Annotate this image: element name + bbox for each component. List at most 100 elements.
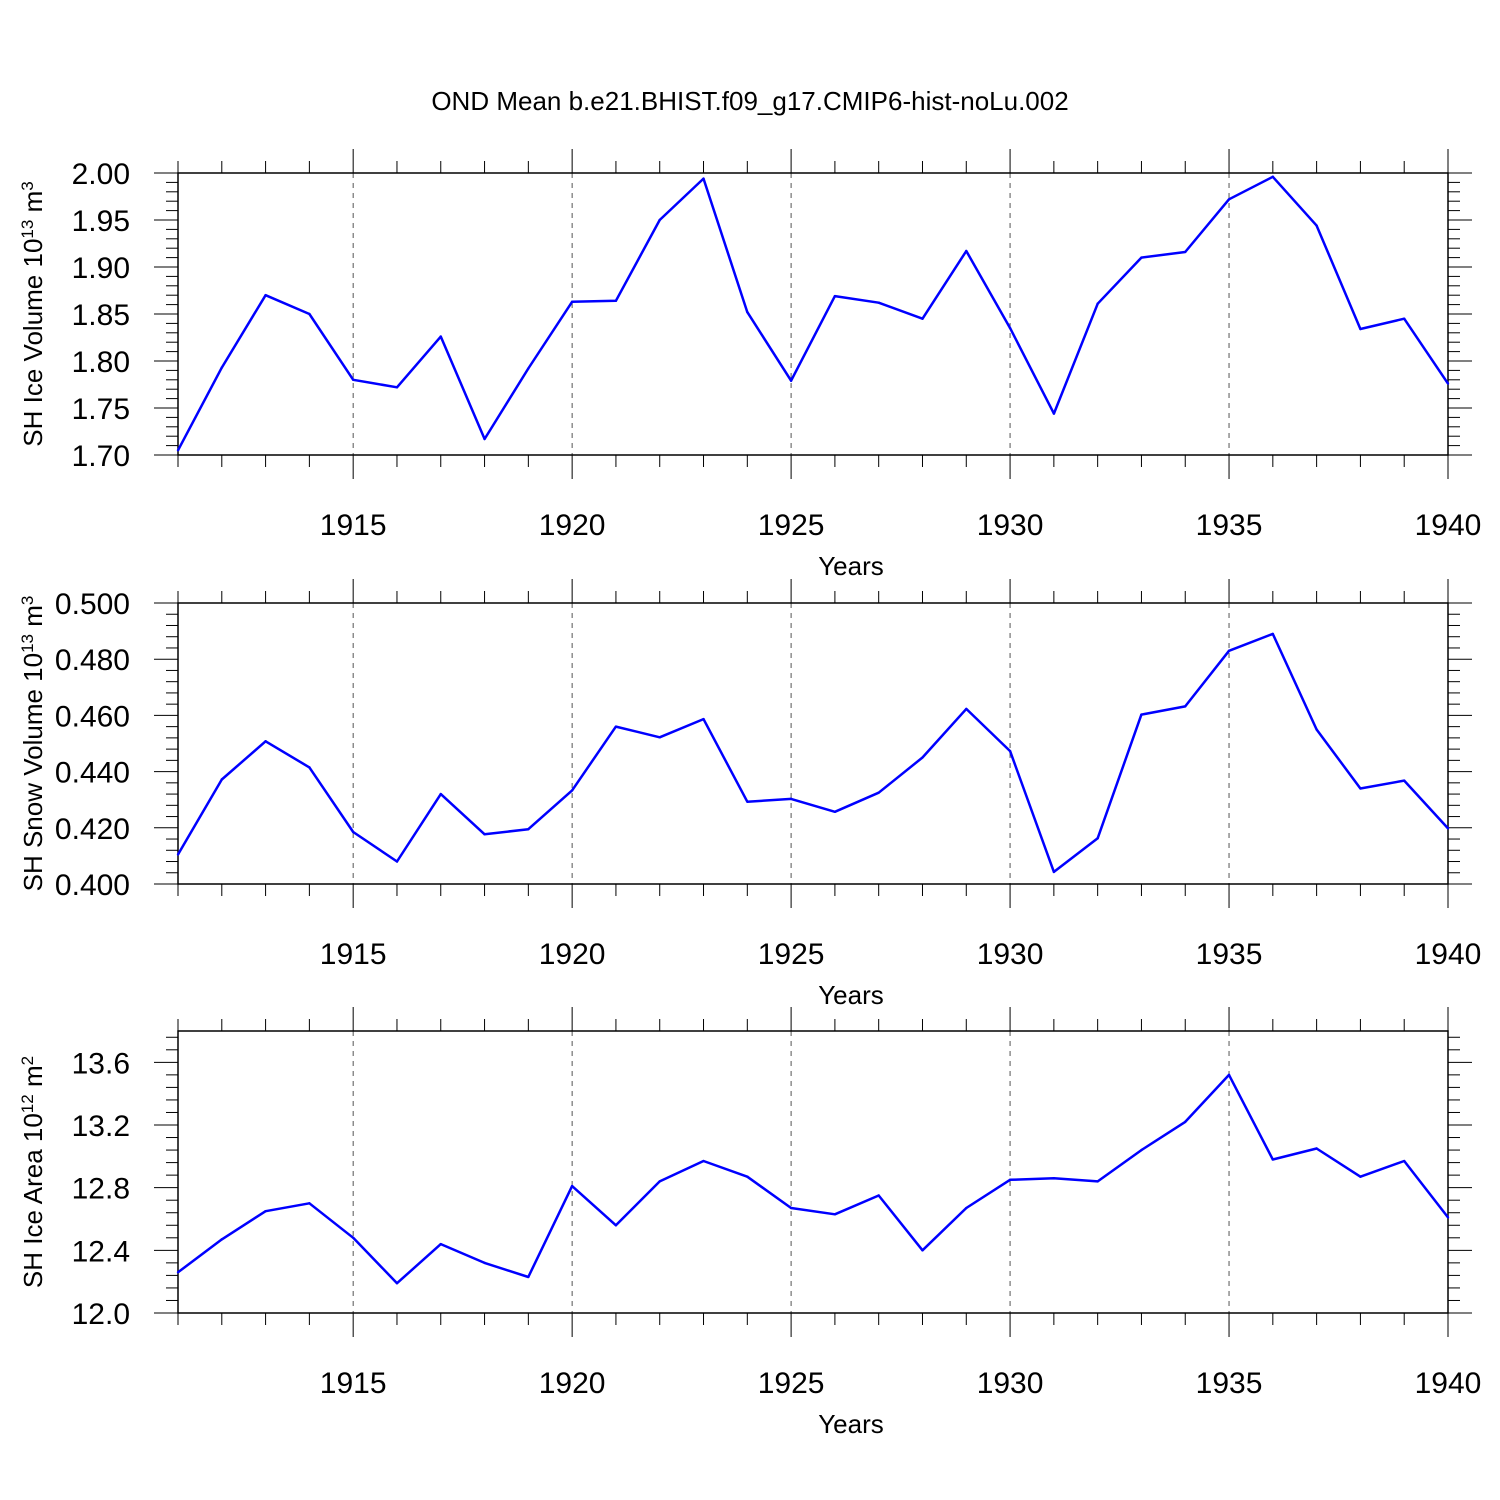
plot-frame bbox=[177, 602, 1449, 885]
data-point bbox=[220, 1238, 223, 1241]
data-point bbox=[1184, 1120, 1187, 1124]
data-point bbox=[570, 300, 574, 303]
data-point bbox=[877, 301, 880, 304]
data-point bbox=[570, 789, 574, 792]
data-point bbox=[395, 1282, 399, 1285]
y-axis-label-superscript: 13 bbox=[18, 634, 37, 653]
data-point bbox=[1184, 250, 1187, 254]
data-point bbox=[877, 791, 880, 794]
data-point bbox=[789, 379, 793, 382]
data-point bbox=[1271, 632, 1275, 636]
y-axis-label-superscript: 3 bbox=[18, 596, 37, 605]
y-tick-label: 1.90 bbox=[72, 252, 130, 285]
y-axis-label-part: SH Ice Area 10 bbox=[18, 1113, 48, 1288]
x-tick-label: 1915 bbox=[320, 938, 387, 971]
data-point bbox=[483, 437, 486, 441]
data-point bbox=[1315, 224, 1318, 227]
data-point bbox=[1052, 412, 1056, 415]
y-axis-label: SH Ice Volume 1013 m3 bbox=[18, 181, 49, 446]
plot-frame bbox=[177, 172, 1449, 456]
y-tick-label: 12.0 bbox=[72, 1298, 130, 1331]
y-tick-label: 0.500 bbox=[55, 588, 130, 621]
data-point bbox=[614, 299, 618, 303]
x-tick-label: 1925 bbox=[758, 1367, 825, 1400]
data-point bbox=[658, 736, 661, 739]
data-point bbox=[264, 294, 267, 297]
x-axis-label: Years bbox=[818, 980, 884, 1010]
data-point bbox=[1096, 836, 1099, 840]
data-point bbox=[308, 312, 311, 316]
y-tick-label: 1.80 bbox=[72, 346, 130, 379]
y-tick-label: 13.2 bbox=[72, 1110, 130, 1143]
data-point bbox=[1446, 382, 1450, 385]
data-point bbox=[439, 1242, 442, 1246]
data-point bbox=[833, 294, 837, 298]
data-point bbox=[1140, 256, 1143, 259]
data-point bbox=[1184, 705, 1187, 708]
x-tick-label: 1920 bbox=[539, 509, 606, 542]
x-axis-label: Years bbox=[818, 551, 884, 581]
y-axis-label: SH Snow Volume 1013 m3 bbox=[18, 596, 49, 892]
data-point bbox=[965, 249, 968, 253]
x-tick-label: 1930 bbox=[977, 509, 1044, 542]
y-tick-label: 1.75 bbox=[72, 393, 130, 426]
data-point bbox=[658, 218, 661, 222]
chart-panel-2: 1915 1920 1925 1930 1935 1940 0.400 0.420 0.440 0… bbox=[18, 579, 1482, 1010]
data-point bbox=[220, 366, 223, 369]
data-point bbox=[1315, 728, 1318, 731]
data-point bbox=[570, 1184, 574, 1188]
data-point bbox=[439, 792, 442, 796]
data-point bbox=[351, 1236, 355, 1240]
data-point bbox=[527, 1275, 530, 1279]
y-tick-label: 1.95 bbox=[72, 205, 130, 238]
x-tick-label: 1940 bbox=[1415, 509, 1482, 542]
data-point bbox=[1008, 1178, 1012, 1182]
series-line bbox=[177, 1073, 1449, 1285]
data-point bbox=[658, 1180, 661, 1183]
x-tick-label: 1940 bbox=[1415, 938, 1482, 971]
data-point bbox=[1446, 827, 1450, 830]
data-point bbox=[965, 707, 968, 711]
data-point bbox=[921, 317, 924, 320]
data-point bbox=[1403, 779, 1406, 782]
x-axis-label: Years bbox=[818, 1409, 884, 1439]
data-point bbox=[702, 1159, 705, 1163]
data-point bbox=[746, 1175, 749, 1178]
x-tick-label: 1935 bbox=[1196, 1367, 1263, 1400]
y-axis-label-superscript: 2 bbox=[18, 1056, 37, 1065]
data-point bbox=[1227, 198, 1231, 201]
y-axis-label-part: m bbox=[18, 1065, 48, 1094]
y-tick-label: 0.420 bbox=[55, 813, 130, 846]
data-point bbox=[1315, 1147, 1318, 1150]
x-tick-label: 1930 bbox=[977, 1367, 1044, 1400]
y-axis-label-part: SH Ice Volume 10 bbox=[18, 239, 48, 447]
data-point bbox=[1359, 787, 1362, 790]
data-point bbox=[877, 1194, 880, 1197]
data-point bbox=[1052, 1177, 1056, 1180]
data-point bbox=[483, 1261, 486, 1265]
data-point bbox=[921, 756, 924, 759]
data-point bbox=[921, 1249, 924, 1252]
data-point bbox=[1359, 327, 1362, 331]
series-line bbox=[176, 175, 1450, 451]
data-point bbox=[833, 810, 837, 813]
x-tick-label: 1915 bbox=[320, 509, 387, 542]
data-point bbox=[264, 1209, 267, 1213]
data-point bbox=[395, 860, 399, 863]
data-point bbox=[176, 853, 180, 856]
data-point bbox=[176, 1271, 180, 1274]
data-point bbox=[1271, 1158, 1275, 1161]
data-point bbox=[1359, 1175, 1362, 1178]
x-tick-label: 1915 bbox=[320, 1367, 387, 1400]
y-axis-label-superscript: 13 bbox=[18, 220, 37, 239]
data-point bbox=[351, 830, 355, 834]
data-point bbox=[1403, 317, 1406, 320]
data-point bbox=[527, 828, 530, 831]
y-tick-label: 0.440 bbox=[55, 757, 130, 790]
data-point bbox=[308, 766, 311, 769]
data-point bbox=[789, 797, 793, 801]
data-point bbox=[351, 378, 355, 381]
data-point bbox=[308, 1202, 311, 1205]
data-point bbox=[1227, 649, 1231, 652]
data-point bbox=[833, 1213, 837, 1216]
